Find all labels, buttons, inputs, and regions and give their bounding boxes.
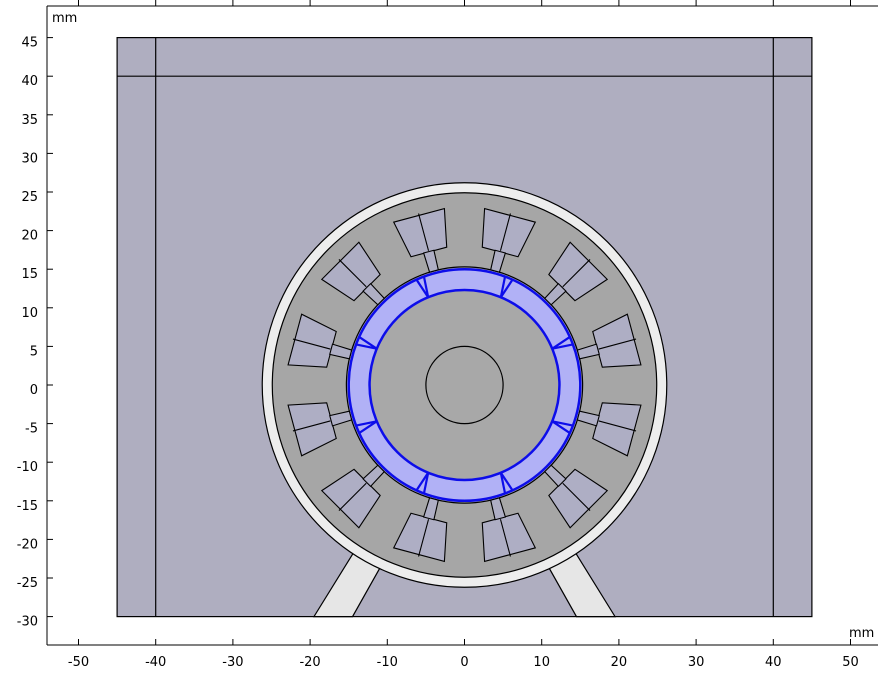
magnet-divider: [499, 276, 507, 298]
slot-outline: [481, 512, 537, 563]
x-tick-label: 40: [765, 655, 782, 670]
y-tick-label: 25: [21, 190, 38, 205]
rotor-shaft[interactable]: [425, 345, 504, 425]
axis-frame: -50 -40 -30 -20 -10 0 10 20 30 40 50 4540353025201…: [17, 0, 878, 670]
y-tick-label: 35: [21, 113, 38, 128]
y-tick-label: 20: [21, 229, 38, 244]
slot-outline: [592, 313, 642, 368]
y-tick-label: -10: [17, 460, 38, 475]
x-tick-label: -10: [377, 655, 398, 670]
slot-divider: [499, 213, 511, 251]
x-ticks-top: [78, 0, 851, 6]
x-tick-label: 20: [611, 655, 628, 670]
magnet-divider: [358, 420, 378, 434]
slot-divider: [499, 519, 511, 557]
stator-slots[interactable]: [287, 207, 642, 563]
slot-divider: [562, 259, 591, 288]
slot-opening: [576, 410, 600, 427]
slot-opening: [329, 410, 353, 427]
magnet-divider: [355, 420, 377, 427]
x-tick-label: -40: [145, 655, 166, 670]
stator-slot[interactable]: [576, 313, 642, 368]
stator-slot[interactable]: [481, 497, 537, 563]
stator-slot[interactable]: [287, 313, 353, 368]
slot-divider: [598, 338, 637, 350]
y-tick-label: 40: [21, 74, 38, 89]
slot-opening: [362, 282, 386, 306]
stator-slot[interactable]: [481, 207, 537, 273]
y-tick-label: -5: [25, 422, 38, 437]
x-tick-label: 10: [533, 655, 550, 670]
stator-slot[interactable]: [320, 241, 386, 306]
slot-opening: [362, 464, 386, 488]
slot-opening: [490, 249, 507, 273]
magnet-divider: [415, 472, 430, 491]
slot-outline: [481, 207, 537, 258]
magnet-divider: [422, 276, 430, 298]
magnet-divider: [422, 472, 430, 494]
slot-outline: [287, 402, 337, 457]
slot-outline: [392, 512, 448, 563]
slot-opening: [543, 282, 567, 306]
magnet-divider: [499, 472, 507, 494]
x-tick-label: -20: [299, 655, 320, 670]
slot-divider: [338, 482, 367, 511]
magnet-divider: [415, 279, 430, 298]
magnet-divider: [552, 420, 574, 427]
y-tick-label: 5: [30, 344, 38, 359]
magnet-divider: [499, 279, 514, 298]
y-tick-label: -25: [17, 576, 38, 591]
slot-opening: [576, 343, 600, 360]
slot-outline: [392, 207, 448, 258]
y-tick-label: -15: [17, 499, 38, 514]
geometry-canvas[interactable]: [116, 36, 813, 618]
stator-slot[interactable]: [543, 464, 609, 529]
stator-slot[interactable]: [576, 402, 642, 457]
y-tick-label: 30: [21, 151, 38, 166]
slot-divider: [292, 338, 331, 350]
magnet-divider: [551, 336, 571, 350]
y-tick-label: 0: [30, 383, 38, 398]
y-ticks: 45 40 35 30 25 20 15 10 5 0 -5 -10 -15 -20 -25 -30: [17, 36, 53, 630]
magnet-divider: [551, 420, 571, 434]
y-tick-label: -30: [17, 615, 38, 630]
y-tick-label: -20: [17, 537, 38, 552]
x-ticks: -50 -40 -30 -20 -10 0 10 20 30 40 50: [68, 639, 859, 670]
y-tick-label: 45: [21, 36, 38, 51]
slot-outline: [592, 402, 642, 457]
y-unit-label: mm: [52, 11, 77, 26]
stator-slot[interactable]: [392, 497, 448, 563]
slot-opening: [490, 497, 507, 521]
slot-opening: [422, 249, 439, 273]
slot-divider: [562, 482, 591, 511]
magnet-divider: [499, 472, 514, 491]
slot-divider: [292, 420, 331, 432]
slot-divider: [418, 519, 430, 557]
magnet-divider: [355, 343, 377, 350]
slot-opening: [543, 464, 567, 488]
stator-slot[interactable]: [320, 464, 386, 529]
stator-slot[interactable]: [392, 207, 448, 273]
slot-divider: [598, 420, 637, 432]
slot-opening: [422, 497, 439, 521]
y-tick-label: 10: [21, 306, 38, 321]
magnet-divider: [358, 336, 378, 350]
x-tick-label: -50: [68, 655, 89, 670]
slot-divider: [338, 259, 367, 288]
x-tick-label: 0: [460, 655, 468, 670]
stator-slot[interactable]: [543, 241, 609, 306]
slot-opening: [329, 343, 353, 360]
x-tick-label: 30: [688, 655, 705, 670]
x-unit-label: mm: [849, 626, 874, 641]
slot-outline: [287, 313, 337, 368]
stator-slot[interactable]: [287, 402, 353, 457]
y-tick-label: 15: [21, 267, 38, 282]
magnet-divider: [552, 343, 574, 350]
slot-divider: [418, 213, 430, 251]
x-tick-label: 50: [842, 655, 859, 670]
x-tick-label: -30: [222, 655, 243, 670]
